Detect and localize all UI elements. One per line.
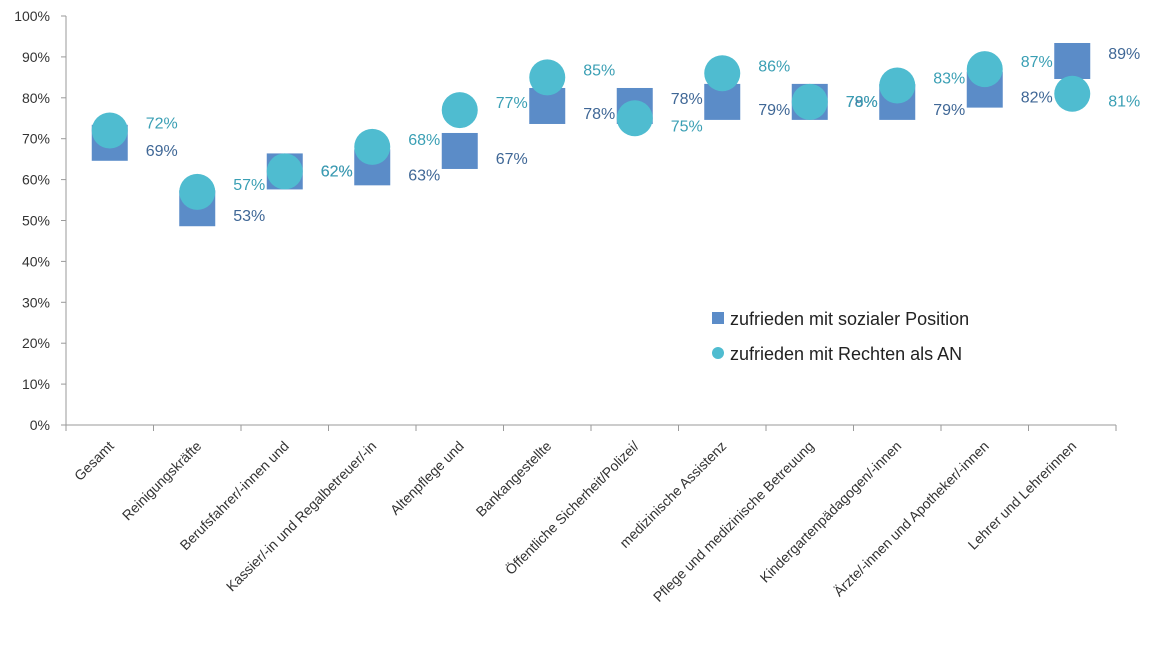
y-tick-label: 40% <box>22 253 50 269</box>
legend: zufrieden mit sozialer Position zufrieden… <box>712 309 969 364</box>
y-tick-label: 90% <box>22 49 50 65</box>
y-axis: 0% 10% 20% 30% 40% 50% 60% 70% 80% 90% 100% <box>14 8 67 433</box>
y-tick-label: 70% <box>22 131 50 147</box>
circle-marker <box>966 51 1003 88</box>
data-label: 85% <box>583 62 615 79</box>
data-label: 78% <box>671 91 703 108</box>
circle-marker <box>879 67 916 104</box>
legend-circle-icon <box>712 347 724 359</box>
data-label: 77% <box>496 95 528 112</box>
circle-marker <box>791 83 828 120</box>
x-category-label: Kindergartenpädagogen/-innen <box>757 438 905 586</box>
x-category-label: Gesamt <box>71 438 117 484</box>
y-tick-label: 100% <box>14 8 50 24</box>
circle-marker <box>91 112 128 149</box>
data-label: 81% <box>1108 94 1140 111</box>
data-label: 78% <box>583 106 615 123</box>
y-tick-label: 60% <box>22 172 50 188</box>
legend-label: zufrieden mit Rechten als AN <box>730 344 962 364</box>
square-marker <box>1054 42 1091 79</box>
data-label: 62% <box>321 163 353 180</box>
circle-marker <box>704 55 741 92</box>
legend-square-icon <box>712 312 724 324</box>
circle-marker <box>354 128 391 165</box>
data-label: 75% <box>671 118 703 135</box>
data-label: 62% <box>321 163 353 180</box>
data-label: 67% <box>496 151 528 168</box>
x-category-label: Bankangestellte <box>473 438 555 520</box>
data-label: 86% <box>758 58 790 75</box>
x-category-label: Reinigungskräfte <box>119 438 205 524</box>
data-label: 53% <box>233 208 265 225</box>
circle-marker <box>529 59 566 96</box>
data-label: 69% <box>146 143 178 160</box>
x-category-label: Pflege und medizinische Betreuung <box>650 438 817 605</box>
data-label: 79% <box>758 102 790 119</box>
y-tick-label: 30% <box>22 294 50 310</box>
x-axis: Gesamt ReinigungskräfteBerufsfahrer/-inne… <box>65 424 1117 605</box>
circle-marker <box>616 100 653 137</box>
circle-marker <box>1054 75 1091 112</box>
data-label: 89% <box>1108 46 1140 63</box>
data-label: 79% <box>846 94 878 111</box>
circle-marker <box>441 92 478 129</box>
y-tick-label: 10% <box>22 376 50 392</box>
data-label: 57% <box>233 177 265 194</box>
y-tick-label: 20% <box>22 335 50 351</box>
data-labels: 69%53%62% 63%67%78%78%79% 78% 79%82%89%72%5… <box>146 46 1141 225</box>
data-label: 72% <box>146 116 178 133</box>
x-category-label: Ärzte/-innen und Apotheker/-innen <box>830 438 992 600</box>
data-label: 78% <box>846 94 878 111</box>
y-tick-label: 80% <box>22 90 50 106</box>
square-marker <box>441 132 478 169</box>
circle-marker <box>179 173 216 210</box>
y-tick-label: 50% <box>22 213 50 229</box>
x-category-label: Kassier/-in und Regalbetreuer/-in <box>223 438 380 595</box>
data-label: 82% <box>1021 90 1053 107</box>
legend-label: zufrieden mit sozialer Position <box>730 309 969 329</box>
data-label: 83% <box>933 71 965 88</box>
data-label: 68% <box>408 132 440 149</box>
data-label: 79% <box>933 102 965 119</box>
x-category-label: Altenpflege und <box>387 438 467 518</box>
circle-marker <box>266 153 303 190</box>
data-label: 63% <box>408 167 440 184</box>
data-label: 87% <box>1021 54 1053 71</box>
data-markers <box>91 42 1091 227</box>
y-tick-label: 0% <box>30 417 50 433</box>
